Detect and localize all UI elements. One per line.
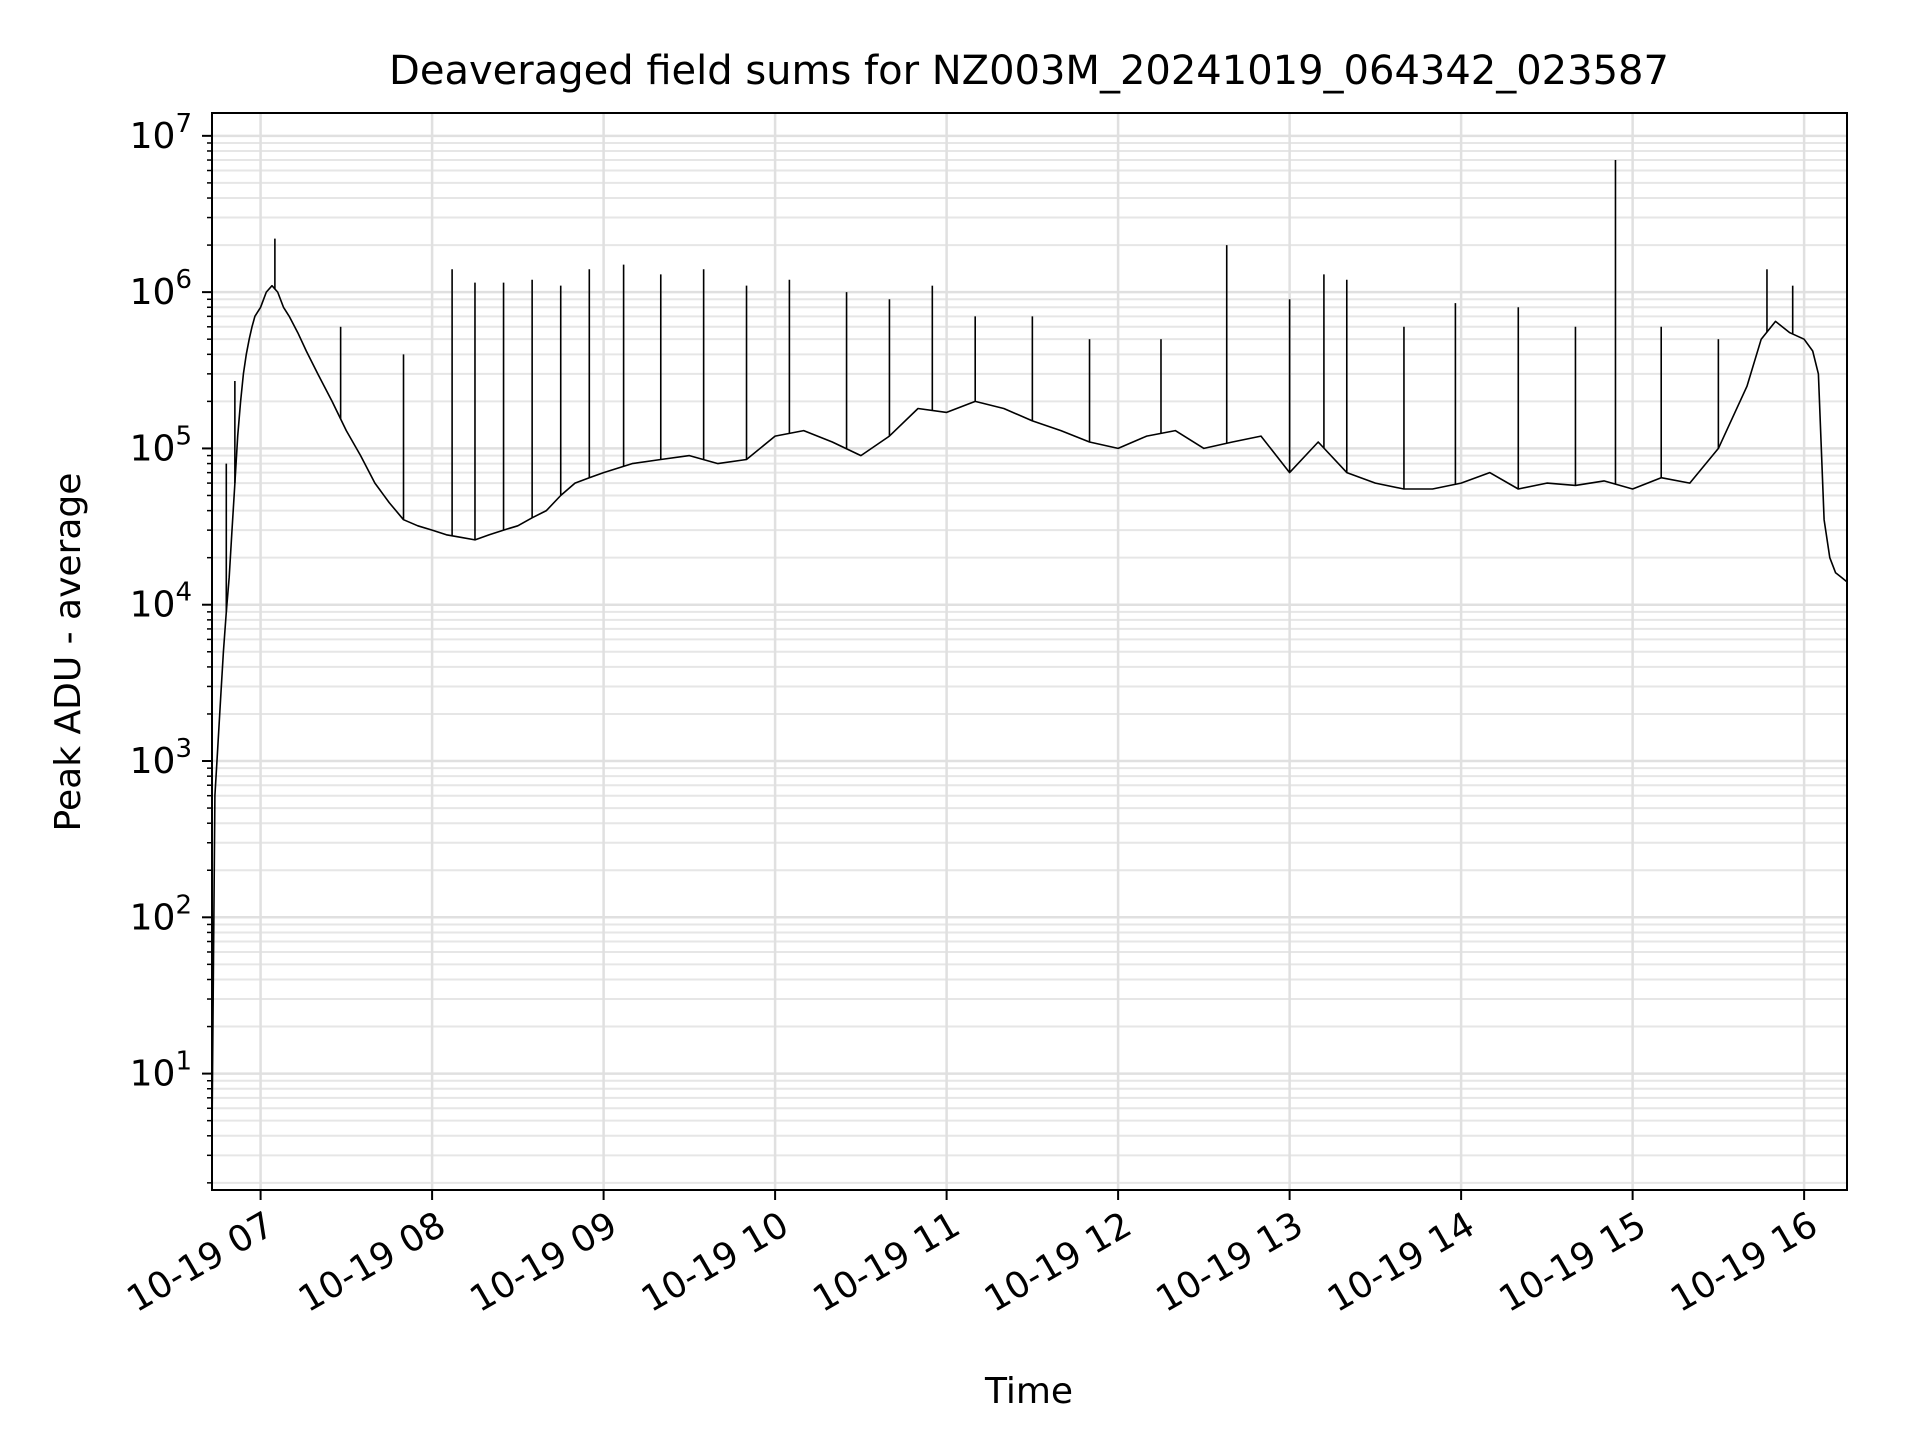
y-tick-label: 106 [130,265,192,313]
x-axis-label: Time [984,1371,1073,1412]
data-layer [211,160,1848,1136]
chart-title: Deaveraged field sums for NZ003M_2024101… [389,48,1669,94]
series-line [211,284,1848,1136]
grid-layer [212,113,1847,1190]
y-tick-label: 101 [130,1047,192,1095]
y-tick-label: 102 [130,890,192,938]
y-tick-label: 103 [130,734,192,782]
y-tick-label: 105 [130,421,192,469]
y-tick-label: 104 [130,578,192,626]
y-tick-label: 107 [130,109,192,157]
y-axis-label: Peak ADU - average [48,473,89,832]
